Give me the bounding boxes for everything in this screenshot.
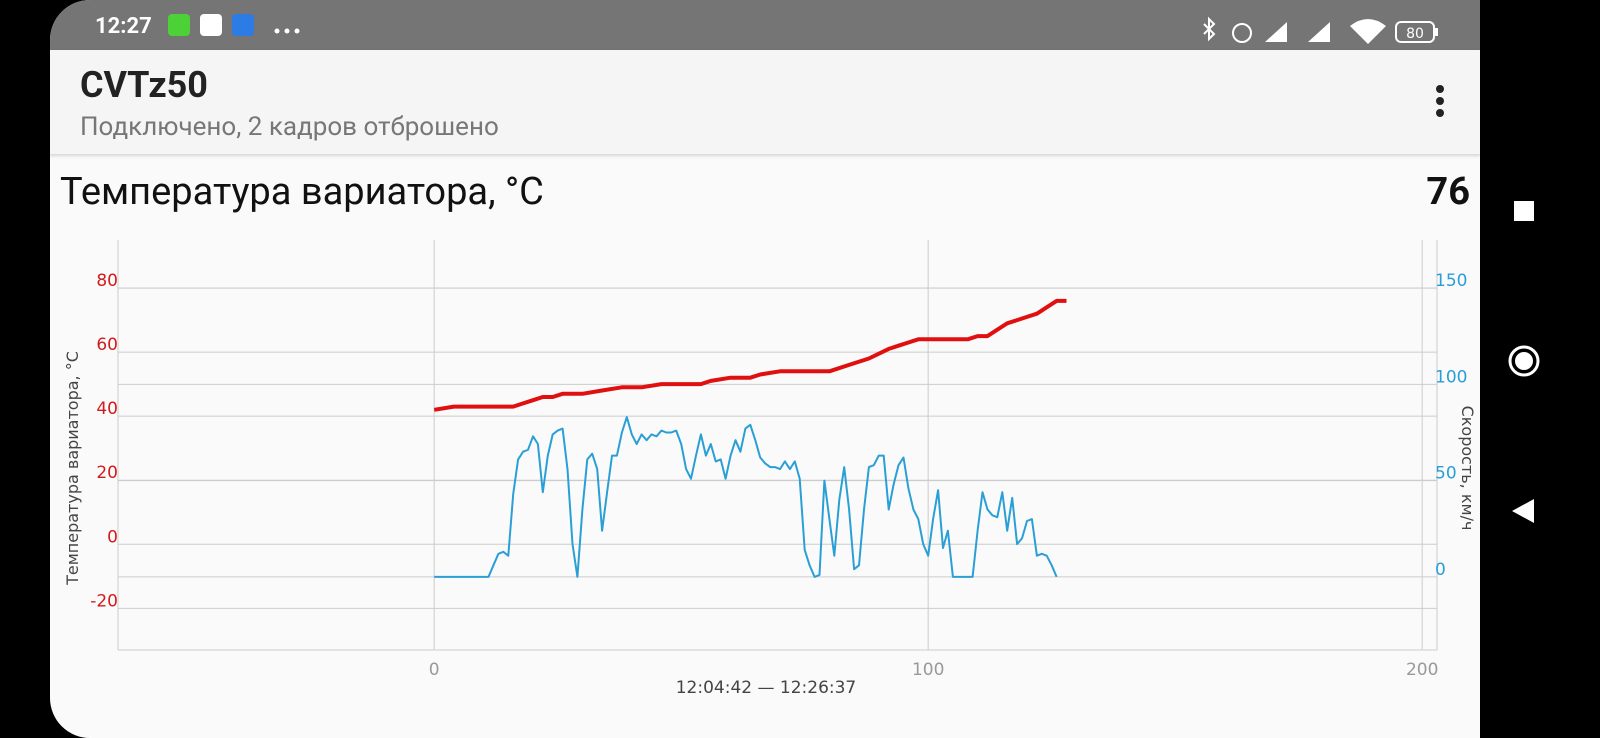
status-icons: 80 [168, 14, 1438, 44]
y-tick-label: 40 [96, 399, 118, 419]
data-line [434, 416, 1058, 578]
app-icon [232, 14, 254, 36]
wifi-icon [1350, 19, 1386, 44]
x-axis-label: 12:04:42 — 12:26:37 [676, 678, 857, 698]
alarm-icon [1232, 23, 1252, 43]
y2-tick-label: 150 [1435, 271, 1467, 291]
y2-tick-label: 100 [1435, 367, 1467, 387]
y2-axis-label: Скорость, км/ч [1458, 406, 1477, 531]
x-tick-label: 200 [1406, 660, 1438, 680]
app-icon [168, 14, 190, 36]
overflow-menu[interactable] [1430, 83, 1450, 123]
more-dot [284, 28, 290, 34]
app-icon [200, 14, 222, 36]
y2-tick-label: 0 [1435, 560, 1446, 580]
app-subtitle: Подключено, 2 кадров отброшено [80, 112, 499, 142]
more-dot [294, 28, 300, 34]
signal-icon [1265, 22, 1287, 42]
y-tick-label: 80 [96, 271, 118, 291]
status-bar: 12:27 80 [50, 0, 1480, 50]
y-tick-label: -20 [90, 591, 118, 611]
signal-icon [1308, 22, 1330, 42]
battery-tip [1435, 28, 1438, 36]
x-tick-label: 0 [429, 660, 440, 680]
nav-back[interactable] [1512, 499, 1534, 523]
y-axis-label: Температура вариатора, °C [63, 351, 82, 586]
y-tick-label: 60 [96, 335, 118, 355]
y-tick-label: 0 [107, 527, 118, 547]
nav-recent[interactable] [1514, 201, 1534, 221]
x-tick-label: 100 [912, 660, 944, 680]
app-title: CVTz50 [80, 64, 208, 106]
battery-icon [1395, 21, 1435, 43]
chart-title: Температура вариатора, °C [60, 170, 544, 214]
nav-home[interactable] [1508, 345, 1540, 377]
data-line [433, 298, 1067, 412]
y-tick-label: 20 [96, 463, 118, 483]
battery-level: 80 [1406, 26, 1424, 42]
clock: 12:27 [95, 14, 152, 39]
app-bar: CVTz50 Подключено, 2 кадров отброшено [50, 50, 1480, 155]
current-value: 76 [1426, 170, 1470, 214]
y2-tick-label: 50 [1435, 464, 1457, 484]
nav-home-dot [1515, 352, 1533, 370]
more-dot [274, 28, 280, 34]
bluetooth-icon [1203, 16, 1216, 42]
phone-screen: 12:27 80 CVTz50 Подключено, 2 кадров отб… [50, 0, 1480, 738]
